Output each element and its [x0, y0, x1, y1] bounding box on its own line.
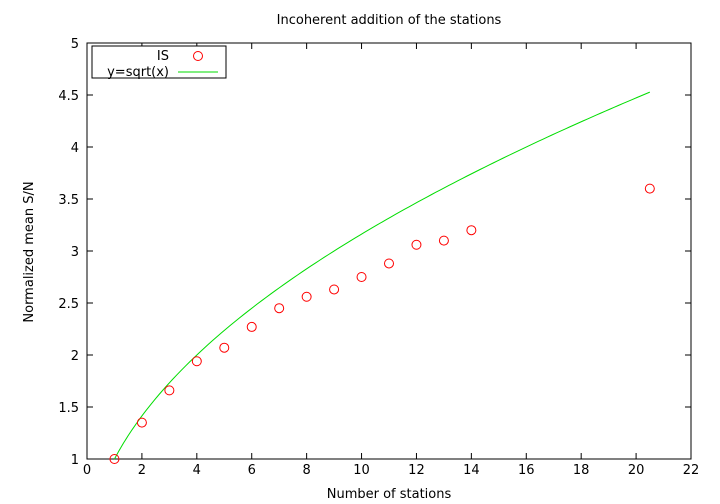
- data-point-is: [109, 454, 120, 464]
- x-tick-label: 20: [628, 463, 645, 478]
- data-point-is: [219, 342, 230, 353]
- y-tick-label: 4: [71, 141, 79, 156]
- data-point-is: [384, 258, 394, 269]
- data-point-is: [438, 235, 449, 246]
- x-tick-label: 8: [302, 463, 310, 478]
- x-tick-label: 16: [518, 463, 535, 478]
- data-point-is: [246, 321, 257, 332]
- legend: ISy=sqrt(x): [91, 45, 227, 80]
- x-tick-label: 4: [193, 463, 201, 478]
- data-point-is: [274, 303, 285, 314]
- data-point-is: [411, 239, 422, 250]
- y-tick-label: 4.5: [58, 89, 79, 104]
- data-point-is: [329, 284, 340, 295]
- legend-label-sqrt: y=sqrt(x): [107, 65, 169, 80]
- legend-label-is: IS: [157, 49, 169, 64]
- data-point-is: [356, 272, 367, 282]
- y-tick-label: 2.5: [58, 297, 79, 312]
- x-tick-label: 10: [353, 463, 370, 478]
- series-sqrt-line: [114, 91, 651, 460]
- y-tick-label: 1.5: [58, 401, 79, 416]
- data-point-is: [644, 183, 655, 194]
- y-axis-label: Normalized mean S/N: [22, 181, 37, 322]
- data-point-is: [191, 356, 202, 367]
- x-tick-label: 18: [573, 463, 590, 478]
- data-point-is: [466, 225, 477, 236]
- legend-marker-is: [193, 51, 203, 61]
- data-point-is: [164, 385, 175, 396]
- legend-box: [91, 45, 227, 79]
- x-tick-label: 6: [248, 463, 256, 478]
- x-tick-label: 2: [138, 463, 146, 478]
- y-tick-label: 2: [71, 349, 79, 364]
- x-tick-label: 22: [683, 463, 700, 478]
- x-axis-label: Number of stations: [327, 487, 452, 502]
- data-point-is: [136, 417, 147, 428]
- data-point-is: [301, 291, 312, 302]
- y-tick-label: 3: [71, 245, 79, 260]
- x-tick-label: 14: [463, 463, 480, 478]
- chart-title: Incoherent addition of the stations: [277, 13, 502, 28]
- y-tick-label: 3.5: [58, 193, 79, 208]
- plot-frame: [86, 42, 692, 460]
- x-tick-label: 12: [408, 463, 425, 478]
- plot-area: 0 2 4 6 8 10 12 14 16 18 20 22 1 1.5 2 2.5 3 3.5 4 4.5 5: [58, 37, 699, 478]
- x-tick-label: 0: [83, 463, 91, 478]
- y-tick-label: 5: [71, 37, 79, 52]
- y-tick-label: 1: [71, 453, 79, 468]
